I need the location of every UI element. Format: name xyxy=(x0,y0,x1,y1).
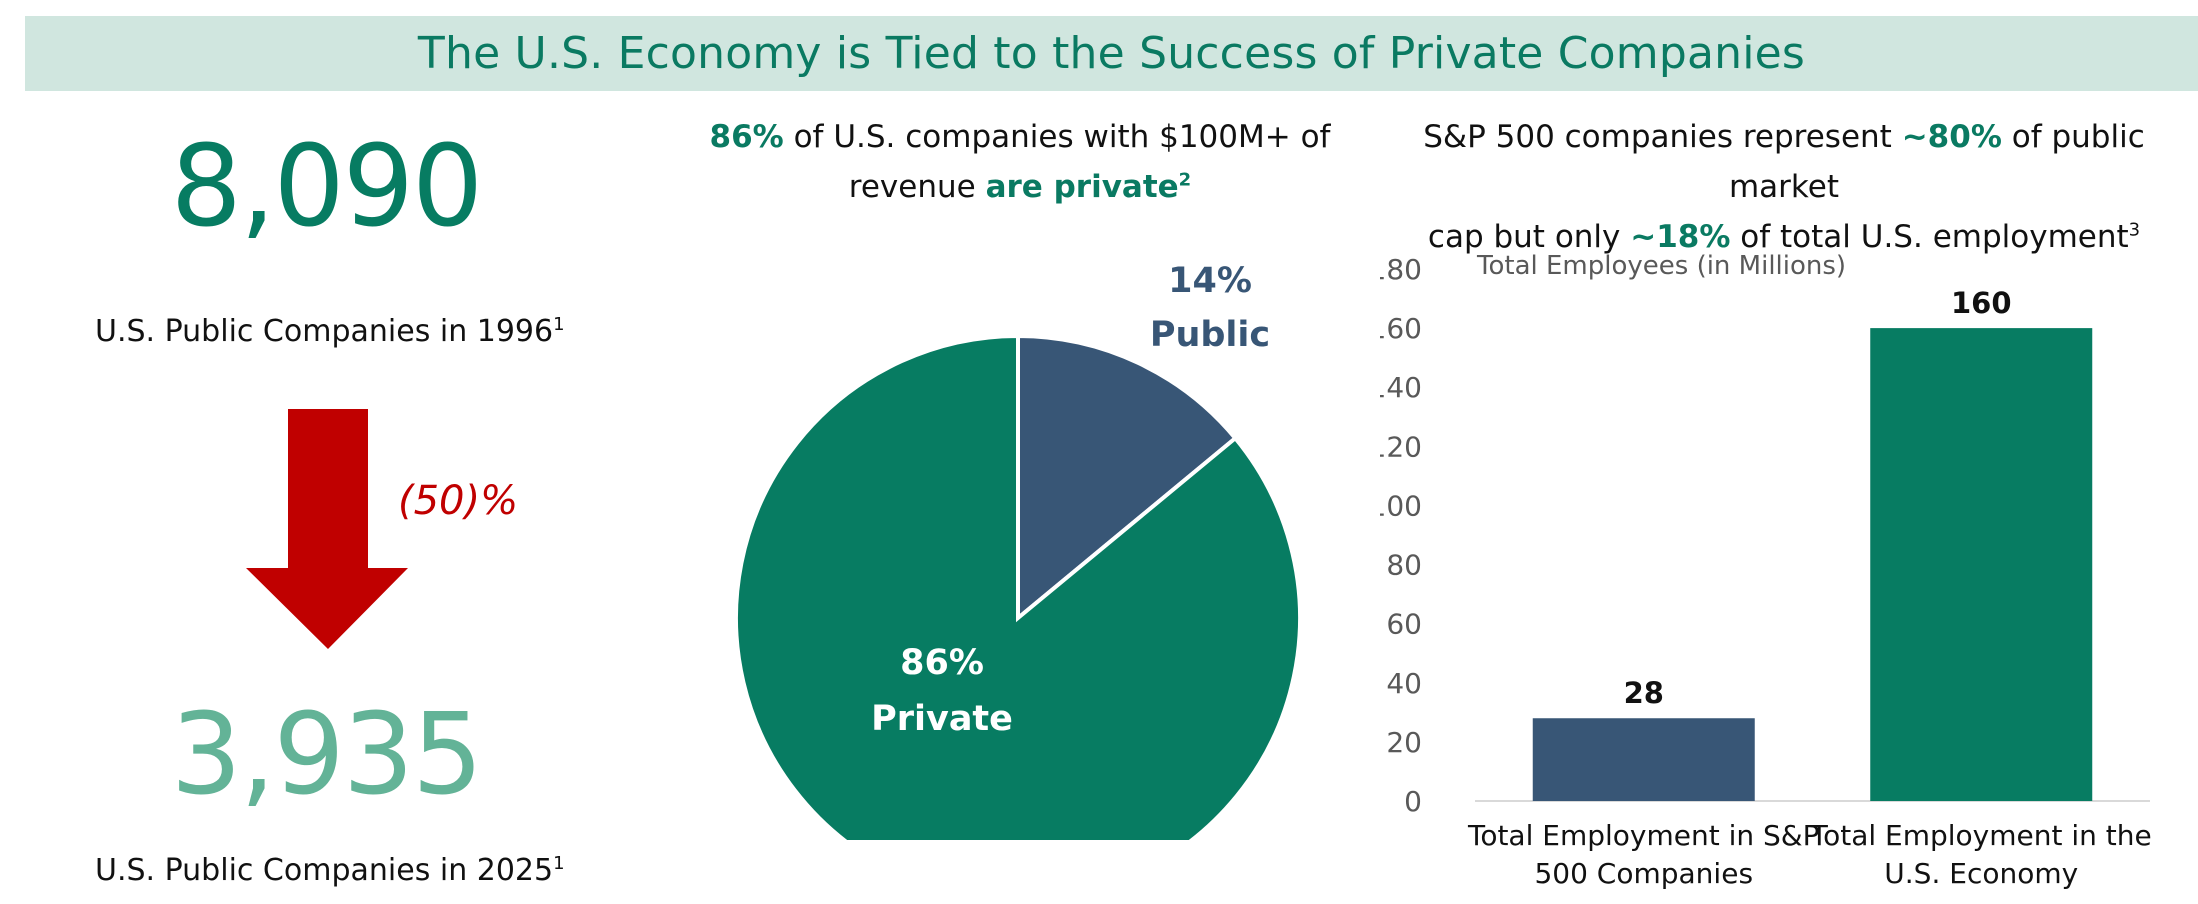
pie-header-highlight: are private xyxy=(985,169,1179,205)
pie-header-text1: of U.S. companies with $100M+ of xyxy=(783,119,1331,155)
bar-2 xyxy=(1870,328,2093,801)
bar-value-label: 28 xyxy=(1624,676,1664,710)
x-category-label: Total Employment in the xyxy=(1810,819,2152,852)
y-tick-label: 180 xyxy=(1380,253,1422,286)
caption-1996: U.S. Public Companies in 19961 xyxy=(95,314,565,349)
pie-label-public-value: 14% xyxy=(1168,261,1252,301)
change-percent: (50)% xyxy=(398,478,519,524)
y-tick-label: 120 xyxy=(1380,430,1422,463)
title-bar: The U.S. Economy is Tied to the Success … xyxy=(25,16,2198,91)
bar-header-text4: of total U.S. employment xyxy=(1730,219,2129,255)
caption-2025: U.S. Public Companies in 20251 xyxy=(95,853,565,888)
pie-header-text2: revenue xyxy=(848,169,986,205)
y-tick-label: 160 xyxy=(1380,312,1422,345)
caption-2025-text: U.S. Public Companies in 2025 xyxy=(95,853,554,888)
pie-slice-private xyxy=(734,333,1302,840)
x-category-label: 500 Companies xyxy=(1534,857,1753,890)
pie-header: 86% of U.S. companies with $100M+ of rev… xyxy=(690,112,1350,212)
pie-label-private-name: Private xyxy=(871,699,1013,739)
pie-header-footnote: 2 xyxy=(1178,169,1192,191)
count-2025: 3,935 xyxy=(170,690,484,820)
down-arrow-icon xyxy=(246,409,408,649)
bar-1 xyxy=(1532,718,1755,801)
down-arrow-shape xyxy=(246,409,408,649)
x-category-label: Total Employment in S&P xyxy=(1467,819,1820,852)
bar-header-text2: of public market xyxy=(1728,119,2145,205)
x-category-label: U.S. Economy xyxy=(1884,857,2078,890)
pie-slice-public xyxy=(1016,333,1239,623)
pie-chart: 14% Public 86% Private xyxy=(734,261,1302,840)
caption-2025-footnote: 1 xyxy=(553,853,565,874)
chart-title: Total Employees (in Millions) xyxy=(1476,251,1846,281)
pie-label-private-value: 86% xyxy=(900,643,984,683)
count-1996: 8,090 xyxy=(170,122,484,252)
bar-header-pct2: ~18% xyxy=(1630,219,1731,255)
caption-1996-footnote: 1 xyxy=(553,314,565,335)
y-tick-label: 20 xyxy=(1386,726,1422,759)
pie-label-public-name: Public xyxy=(1150,315,1270,355)
y-tick-label: 80 xyxy=(1386,549,1422,582)
y-tick-label: 0 xyxy=(1404,785,1422,818)
pie-header-pct: 86% xyxy=(709,119,784,155)
y-tick-label: 60 xyxy=(1386,608,1422,641)
page-title: The U.S. Economy is Tied to the Success … xyxy=(417,28,1806,79)
bar-header: S&P 500 companies represent ~80% of publ… xyxy=(1370,112,2198,262)
bar-header-text3: cap but only xyxy=(1427,219,1631,255)
bar-chart: 0 20 40 60 80 100 120 140 160 180 Total Employees … xyxy=(1380,251,2152,890)
caption-1996-text: U.S. Public Companies in 1996 xyxy=(95,314,554,349)
bar-value-label: 160 xyxy=(1951,286,2012,320)
bar-header-footnote: 3 xyxy=(2128,219,2141,241)
y-tick-label: 40 xyxy=(1386,667,1422,700)
bar-header-pct1: ~80% xyxy=(1901,119,2002,155)
y-tick-label: 100 xyxy=(1380,489,1422,522)
y-tick-label: 140 xyxy=(1380,371,1422,404)
bar-header-text1: S&P 500 companies represent xyxy=(1423,119,1902,155)
